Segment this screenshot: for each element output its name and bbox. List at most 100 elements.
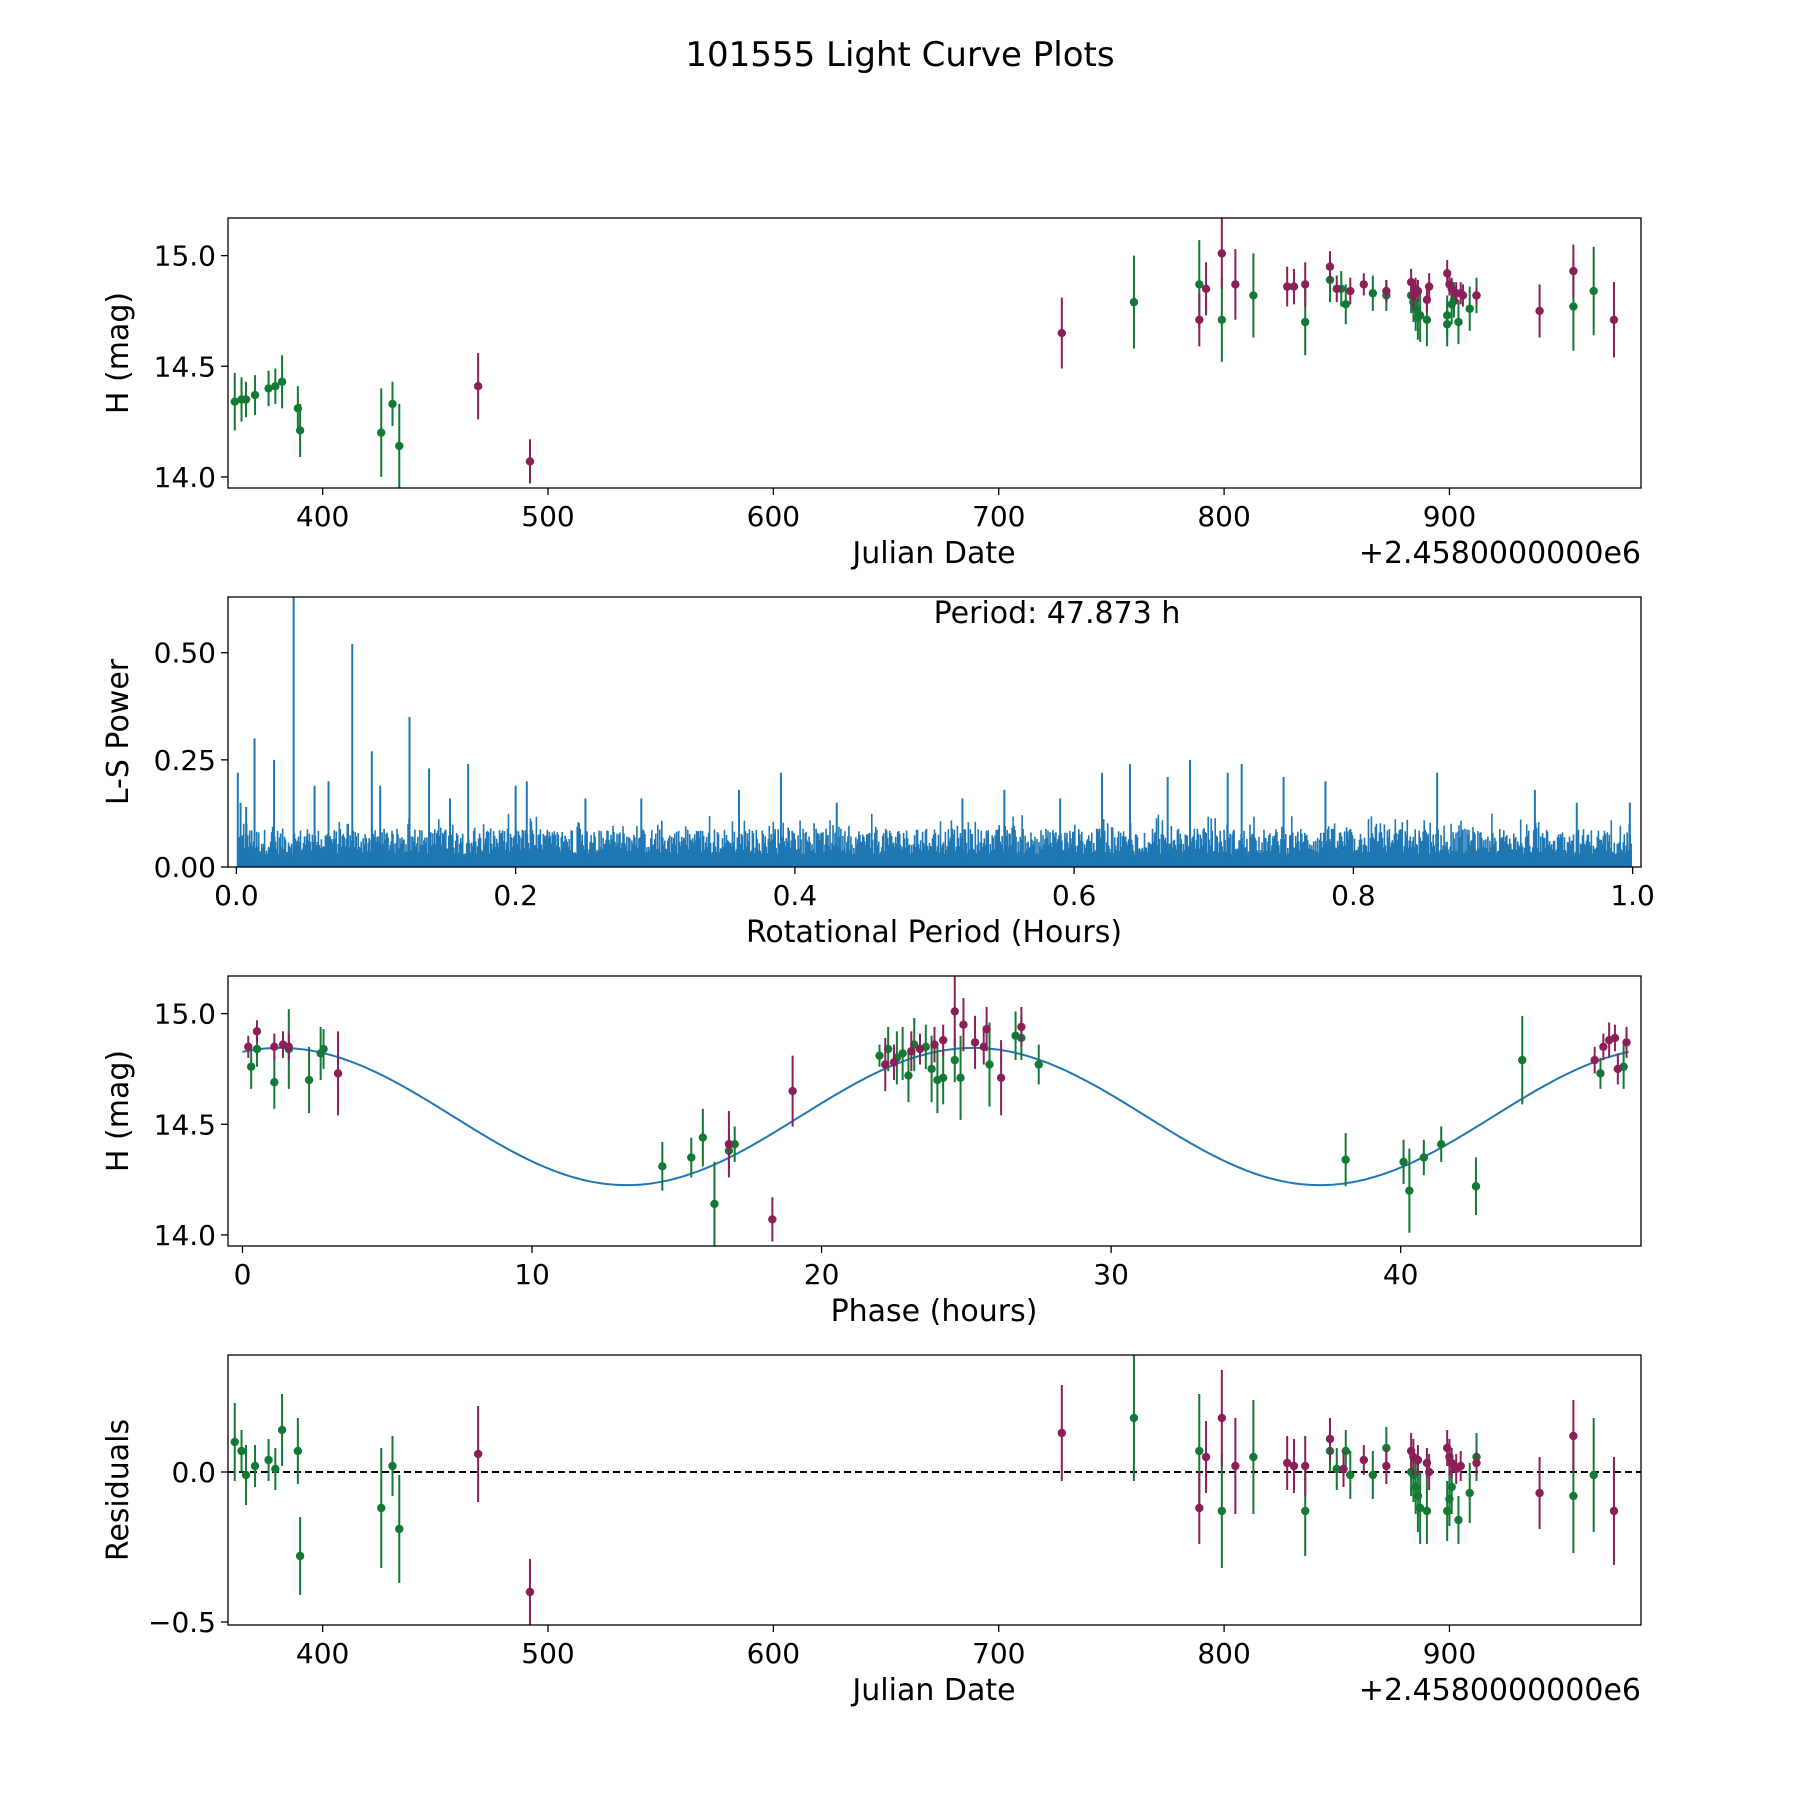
green-data-point	[1569, 302, 1578, 311]
green-data-point	[698, 1133, 708, 1142]
x-tick-label: 600	[747, 500, 800, 533]
residuals-axes-frame	[227, 1354, 1642, 1626]
y-tick-label: 0.50	[154, 637, 216, 670]
green-data-point	[271, 381, 280, 391]
green-data-point	[241, 1470, 251, 1480]
maroon-data-point	[907, 1047, 916, 1056]
maroon-data-point	[1610, 1033, 1620, 1043]
residuals-ticks: 400 500 600 700 800 900 −0.5 0.0	[148, 1456, 1476, 1670]
period-annotation: Period: 47.873 h	[934, 596, 1181, 631]
maroon-data-point	[1057, 328, 1067, 338]
maroon-data-point	[473, 1449, 483, 1459]
phase-axes-frame	[227, 975, 1642, 1247]
green-data-point	[1589, 286, 1598, 296]
y-tick-label: −0.5	[148, 1606, 216, 1639]
periodogram-panel: 0.0 0.2 0.4 0.6 0.8 1.0 0.00 0.25 0.50 Period: 4…	[101, 596, 1655, 950]
x-tick-label: 30	[1093, 1258, 1129, 1291]
green-data-point	[985, 1060, 994, 1069]
green-data-point	[1419, 1153, 1429, 1162]
x-tick-label: 20	[804, 1258, 840, 1291]
maroon-data-point	[1195, 315, 1204, 325]
green-data-point	[264, 1455, 273, 1465]
maroon-data-point	[1289, 282, 1299, 291]
green-data-point	[1217, 1506, 1227, 1516]
x-tick-label: 700	[972, 500, 1025, 533]
maroon-data-point	[996, 1073, 1006, 1083]
periodogram-ylabel: L-S Power	[101, 658, 136, 805]
green-data-point	[1415, 1503, 1425, 1513]
green-data-point	[1569, 1491, 1578, 1501]
green-data-point	[230, 397, 239, 406]
green-data-point	[377, 1503, 386, 1513]
green-data-point	[710, 1199, 719, 1209]
green-data-point	[293, 1446, 303, 1456]
green-data-point	[237, 1446, 246, 1456]
green-data-point	[1301, 317, 1310, 327]
green-data-point	[1332, 1464, 1341, 1474]
maroon-data-point	[1017, 1022, 1026, 1032]
maroon-data-point	[1599, 1042, 1608, 1052]
green-data-point	[241, 395, 251, 404]
green-data-point	[264, 384, 273, 393]
x-tick-label: 0.8	[1331, 879, 1376, 912]
maroon-data-point	[1644, 311, 1652, 319]
maroon-data-point	[1535, 306, 1544, 316]
x-tick-label: 600	[747, 1637, 800, 1670]
green-data-point	[1596, 1069, 1605, 1078]
y-tick-label: 0.0	[171, 1456, 216, 1489]
green-data-point	[277, 377, 287, 386]
periodogram-marks	[236, 597, 1632, 867]
green-data-point	[1415, 311, 1425, 320]
green-data-point	[1341, 300, 1350, 309]
maroon-data-point	[768, 1215, 777, 1224]
maroon-data-point	[473, 381, 483, 391]
maroon-data-point	[1613, 1064, 1623, 1074]
maroon-data-point	[959, 1020, 968, 1029]
x-tick-label: 500	[521, 1637, 574, 1670]
x-tick-label: 1.0	[1610, 879, 1655, 912]
lightcurve-axes-frame	[227, 217, 1642, 489]
green-data-point	[1249, 1452, 1258, 1462]
maroon-data-point	[1217, 249, 1227, 258]
maroon-data-point	[1472, 1458, 1481, 1468]
lightcurve-xlabel: Julian Date	[850, 536, 1015, 571]
maroon-data-point	[1644, 1492, 1652, 1500]
green-data-point	[1368, 1470, 1378, 1480]
green-data-point	[271, 1464, 280, 1474]
maroon-data-point	[1195, 1503, 1204, 1513]
x-tick-label: 900	[1423, 1637, 1476, 1670]
green-data-point	[395, 441, 404, 451]
green-data-point	[1442, 311, 1452, 320]
green-data-point	[1454, 1515, 1463, 1525]
maroon-data-point	[244, 1042, 253, 1052]
green-data-point	[270, 1078, 279, 1087]
green-data-point	[938, 1073, 948, 1083]
green-data-point	[1368, 289, 1378, 298]
green-data-point	[1422, 1506, 1432, 1516]
green-data-point	[230, 1437, 239, 1447]
maroon-data-point	[1217, 1413, 1227, 1423]
maroon-data-point	[1325, 1434, 1335, 1444]
green-data-point	[1346, 1470, 1355, 1480]
maroon-data-point	[1382, 1461, 1391, 1471]
maroon-data-point	[881, 1060, 890, 1069]
phase-xlabel: Phase (hours)	[831, 1294, 1038, 1329]
maroon-data-point	[938, 1035, 948, 1045]
green-data-point	[246, 1062, 256, 1071]
green-data-point	[1422, 315, 1432, 325]
residuals-marks	[228, 1355, 1652, 1625]
maroon-data-point	[1289, 1461, 1299, 1471]
maroon-data-point	[1201, 1452, 1211, 1462]
green-data-point	[927, 1064, 936, 1074]
phase-marks	[242, 976, 1631, 1246]
y-tick-label: 0.00	[154, 851, 216, 884]
green-data-point	[875, 1051, 884, 1060]
maroon-data-point	[1424, 282, 1434, 291]
x-tick-label: 0.6	[1052, 879, 1097, 912]
x-tick-label: 800	[1197, 1637, 1250, 1670]
maroon-data-point	[788, 1086, 797, 1096]
green-data-point	[1437, 1139, 1446, 1149]
maroon-data-point	[1339, 1464, 1348, 1474]
maroon-data-point	[252, 1027, 262, 1036]
maroon-data-point	[915, 1044, 925, 1054]
